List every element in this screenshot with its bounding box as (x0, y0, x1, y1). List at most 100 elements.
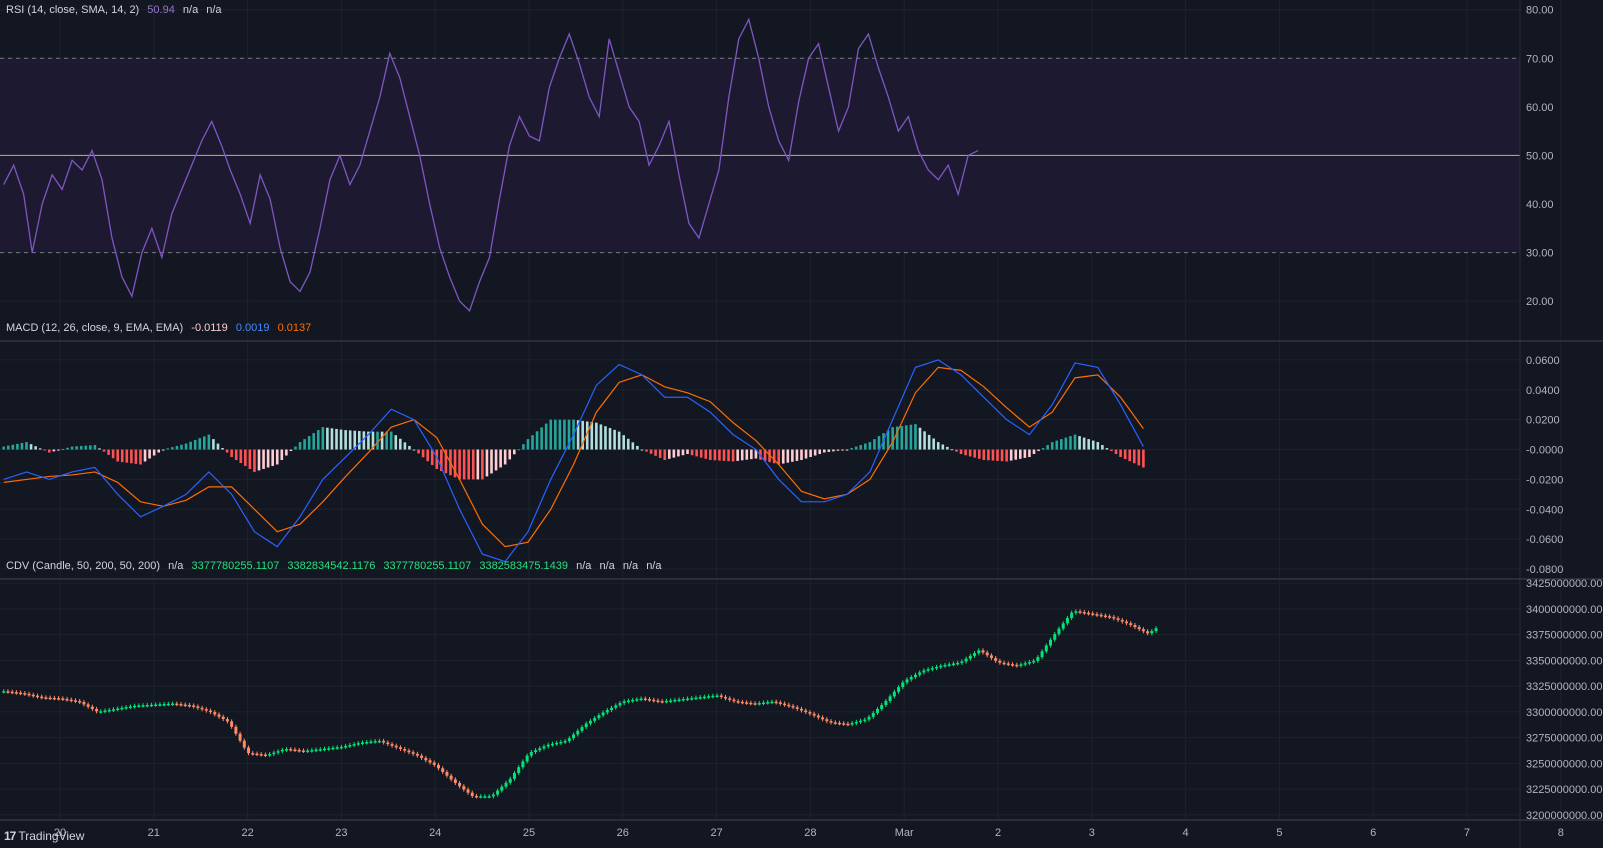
cdv-candle-body (424, 757, 428, 761)
tradingview-brand[interactable]: 17 TradingView (4, 829, 84, 843)
rsi-axis-label[interactable]: 40.00 (1526, 199, 1554, 211)
cdv-axis-label[interactable]: 3350000000.0000 (1526, 655, 1603, 667)
macd-histogram-bar (987, 449, 990, 461)
rsi-axis-label[interactable]: 60.00 (1526, 102, 1554, 114)
macd-line (3, 359, 1144, 563)
cdv-axis-label[interactable]: 3425000000.0000 (1526, 578, 1603, 590)
time-tick-label[interactable]: 2 (995, 827, 1001, 839)
macd-histogram-bar (1037, 449, 1040, 452)
cdv-candle-body (525, 755, 529, 762)
cdv-candle-body (415, 753, 419, 756)
rsi-axis-label[interactable]: 30.00 (1526, 248, 1554, 260)
macd-axis-label[interactable]: -0.0600 (1526, 534, 1563, 546)
macd-histogram-bar (1041, 448, 1045, 450)
macd-legend-name: MACD (6, 322, 39, 334)
cdv-candle-body (339, 746, 343, 749)
cdv-candle-body (605, 710, 609, 713)
time-tick-label[interactable]: 28 (804, 827, 816, 839)
cdv-candle-body (483, 796, 487, 798)
macd-axis-label[interactable]: -0.0800 (1526, 564, 1563, 576)
rsi-axis-label[interactable]: 50.00 (1526, 150, 1554, 162)
cdv-axis-label[interactable]: 3200000000.0000 (1526, 810, 1603, 822)
macd-histogram-bar (417, 449, 420, 454)
cdv-candle-body (909, 677, 913, 680)
cdv-axis-label[interactable]: 3300000000.0000 (1526, 707, 1603, 719)
time-tick-label[interactable]: 5 (1276, 827, 1282, 839)
time-tick-label[interactable]: 4 (1183, 827, 1189, 839)
cdv-candle-body (512, 773, 516, 779)
macd-histogram-bar (143, 449, 147, 462)
macd-pane[interactable] (2, 359, 1145, 563)
cdv-legend[interactable]: CDV (Candle, 50, 200, 50, 200) n/a 337778… (6, 560, 666, 572)
cdv-candle-body (1070, 612, 1074, 619)
time-tick-label[interactable]: 22 (241, 827, 253, 839)
time-tick-label[interactable]: 26 (617, 827, 629, 839)
macd-histogram-bar (148, 449, 151, 459)
rsi-axis-label[interactable]: 20.00 (1526, 296, 1554, 308)
cdv-axis-label[interactable]: 3400000000.0000 (1526, 604, 1603, 616)
cdv-candle-body (145, 704, 149, 707)
time-tick-label[interactable]: 8 (1558, 827, 1564, 839)
cdv-candle-body (1015, 664, 1019, 667)
time-tick-label[interactable]: 24 (429, 827, 441, 839)
time-tick-label[interactable]: 23 (335, 827, 347, 839)
time-tick-label[interactable]: 21 (148, 827, 160, 839)
cdv-legend-na-tail-2: n/a (599, 560, 615, 572)
cdv-candle-body (27, 693, 31, 696)
macd-axis-label[interactable]: 0.0600 (1526, 355, 1560, 367)
time-tick-label[interactable]: Mar (895, 827, 914, 839)
macd-histogram-bar (877, 436, 881, 450)
macd-axis-label[interactable]: -0.0400 (1526, 504, 1563, 516)
price-axes[interactable]: 80.00 70.00 60.00 50.00 40.00 30.00 20.00 0.060… (1526, 5, 1603, 822)
rsi-legend[interactable]: RSI (14, close, SMA, 14, 2) 50.94 n/a n/a (6, 4, 227, 16)
cdv-axis-label[interactable]: 3225000000.0000 (1526, 784, 1603, 796)
cdv-candle-body (854, 721, 858, 724)
macd-histogram-bar (444, 449, 448, 474)
cdv-candle-body (778, 702, 782, 704)
macd-histogram-bar (321, 427, 325, 450)
cdv-candle-body (664, 700, 668, 703)
macd-histogram-bar (262, 449, 265, 469)
rsi-axis-label[interactable]: 70.00 (1526, 53, 1554, 65)
macd-axis-label[interactable]: -0.0000 (1526, 445, 1563, 457)
cdv-candle-body (897, 687, 901, 692)
macd-legend-histogram: -0.0119 (191, 322, 228, 334)
cdv-candle-body (276, 751, 280, 753)
cdv-axis-label[interactable]: 3250000000.0000 (1526, 758, 1603, 770)
cdv-candle-body (149, 704, 153, 707)
cdv-candle-body (656, 700, 660, 702)
cdv-candle-body (394, 745, 398, 748)
cdv-candle-body (82, 702, 86, 705)
time-tick-label[interactable]: 27 (710, 827, 722, 839)
cdv-candle-body (922, 670, 926, 673)
macd-histogram-bar (339, 429, 343, 450)
cdv-candle-body (436, 764, 440, 769)
cdv-candle-body (871, 712, 875, 717)
rsi-pane[interactable] (0, 17, 1520, 313)
macd-histogram-bar (667, 449, 671, 459)
macd-histogram-bar (599, 424, 603, 450)
cdv-axis-label[interactable]: 3275000000.0000 (1526, 733, 1603, 745)
macd-histogram-bar (1019, 449, 1022, 459)
cdv-axis-label[interactable]: 3375000000.0000 (1526, 630, 1603, 642)
time-tick-label[interactable]: 6 (1370, 827, 1376, 839)
time-tick-label[interactable]: 3 (1089, 827, 1095, 839)
time-tick-label[interactable]: 20 (54, 827, 66, 839)
time-tick-label[interactable]: 25 (523, 827, 535, 839)
cdv-candle-body (563, 740, 567, 743)
macd-axis-label[interactable]: 0.0200 (1526, 415, 1560, 427)
cdv-axis-label[interactable]: 3325000000.0000 (1526, 681, 1603, 693)
macd-legend[interactable]: MACD (12, 26, close, 9, EMA, EMA) -0.0119… (6, 322, 316, 334)
macd-axis-label[interactable]: -0.0200 (1526, 474, 1563, 486)
macd-axis-label[interactable]: 0.0400 (1526, 385, 1560, 397)
cdv-pane[interactable] (2, 609, 1158, 799)
cdv-candle-body (1057, 628, 1061, 634)
time-axis[interactable]: 20 21 22 23 24 25 26 27 28 Mar 2 3 4 5 6 7 8 (54, 827, 1564, 839)
time-tick-label[interactable]: 7 (1464, 827, 1470, 839)
cdv-candle-body (1019, 664, 1023, 666)
macd-histogram-bar (29, 444, 33, 450)
macd-histogram-bar (982, 449, 986, 460)
rsi-axis-label[interactable]: 80.00 (1526, 5, 1554, 17)
